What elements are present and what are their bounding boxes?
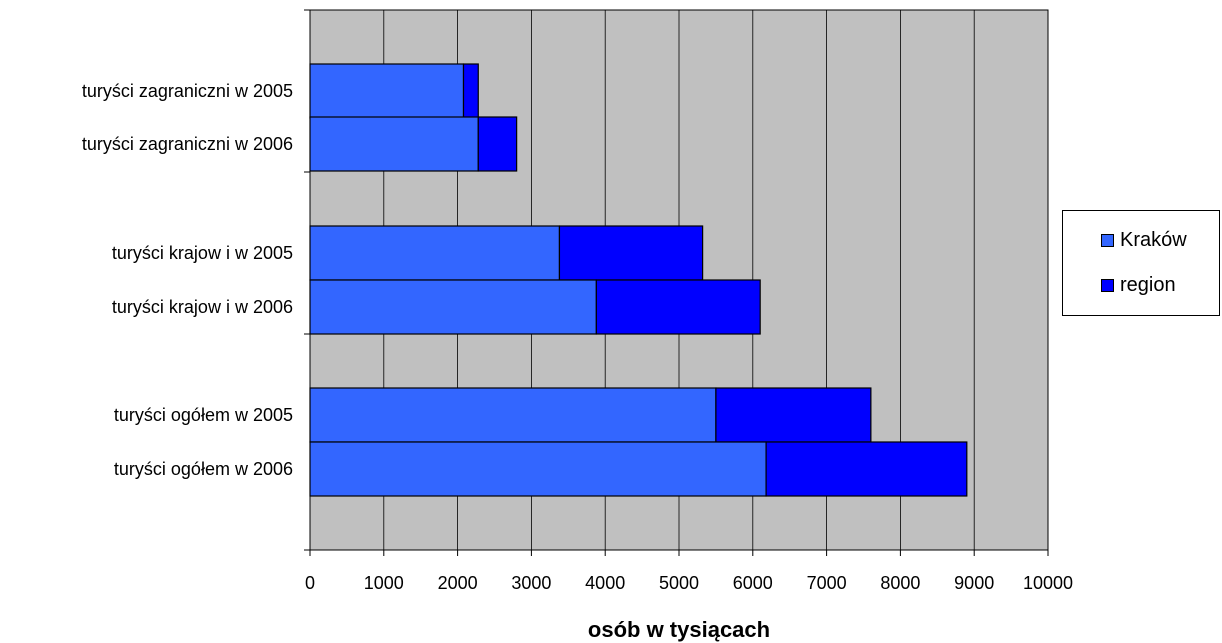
category-label: turyści zagraniczni w 2006 xyxy=(82,134,293,154)
bar-krakow xyxy=(309,225,561,281)
bar-krakow xyxy=(309,387,717,443)
category-labels: turyści zagraniczni w 2005 turyści zagran… xyxy=(82,81,293,479)
category-label: turyści krajow i w 2006 xyxy=(112,297,293,317)
legend-swatch-region xyxy=(1101,279,1114,292)
bar-region xyxy=(765,441,968,497)
bar-region xyxy=(595,279,761,335)
bar-region xyxy=(715,387,872,443)
legend-label-krakow: Kraków xyxy=(1120,229,1187,251)
x-tick-label: 8000 xyxy=(880,573,920,593)
legend-label-region: region xyxy=(1120,274,1176,296)
legend: Kraków region xyxy=(1062,210,1220,316)
bar-region xyxy=(558,225,704,281)
category-label: turyści zagraniczni w 2005 xyxy=(82,81,293,101)
bar-krakow xyxy=(309,441,767,497)
x-tick-label: 5000 xyxy=(659,573,699,593)
x-tick-label: 0 xyxy=(305,573,315,593)
bar-krakow xyxy=(309,116,479,172)
legend-swatch-krakow xyxy=(1101,234,1114,247)
x-tick-label: 4000 xyxy=(585,573,625,593)
category-label: turyści ogółem w 2005 xyxy=(114,405,293,425)
x-tick-label: 10000 xyxy=(1023,573,1073,593)
bar-krakow xyxy=(309,279,597,335)
x-tick-label: 9000 xyxy=(954,573,994,593)
category-label: turyści krajow i w 2005 xyxy=(112,243,293,263)
bar-krakow xyxy=(309,63,465,119)
x-tick-label: 6000 xyxy=(733,573,773,593)
bar-region xyxy=(462,63,479,119)
x-tick-label: 2000 xyxy=(438,573,478,593)
category-label: turyści ogółem w 2006 xyxy=(114,459,293,479)
x-axis-title: osób w tysiącach xyxy=(588,617,770,642)
x-tick-label: 3000 xyxy=(511,573,551,593)
bar-region xyxy=(477,116,518,172)
x-tick-label: 7000 xyxy=(807,573,847,593)
x-tick-label: 1000 xyxy=(364,573,404,593)
legend-item-region: region xyxy=(1101,274,1176,297)
x-axis: 0 1000 2000 3000 4000 5000 6000 7000 8000 9000 100… xyxy=(304,9,1073,593)
bars xyxy=(309,63,968,497)
legend-item-krakow: Kraków xyxy=(1101,229,1187,252)
